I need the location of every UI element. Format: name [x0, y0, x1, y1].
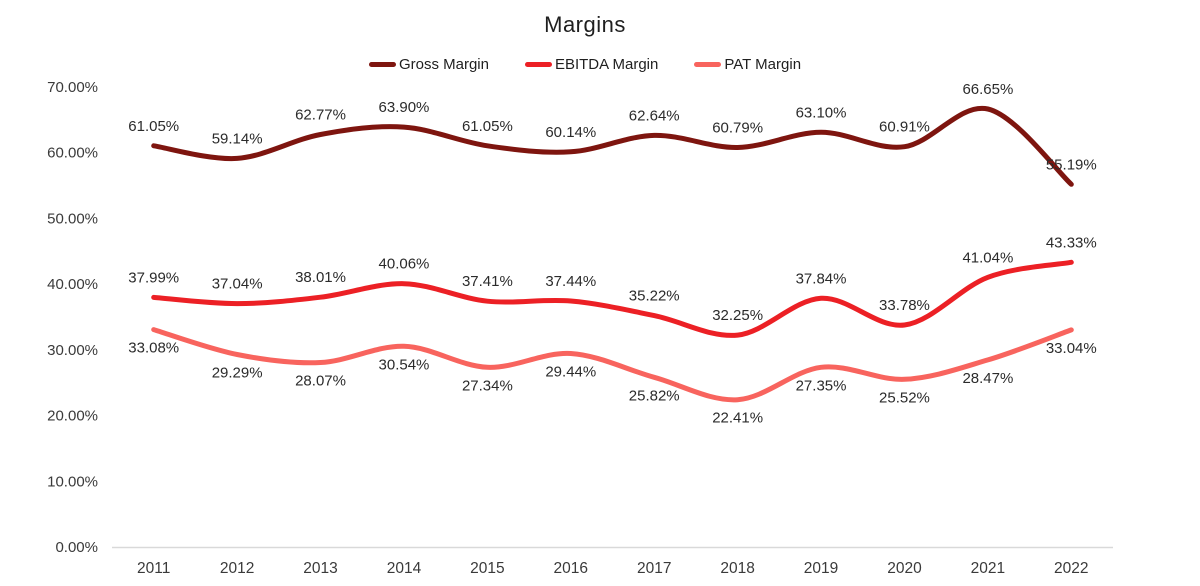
data-label-ebitda-margin: 32.25% — [712, 307, 763, 324]
data-label-gross-margin: 62.77% — [295, 107, 346, 124]
data-label-pat-margin: 30.54% — [379, 356, 430, 373]
x-axis-category-label: 2015 — [470, 560, 504, 577]
data-label-ebitda-margin: 37.99% — [128, 269, 179, 286]
legend-swatch-ebitda-margin — [524, 62, 552, 67]
legend-swatch-gross-margin — [368, 62, 396, 67]
x-axis-category-label: 2018 — [720, 560, 754, 577]
data-label-gross-margin: 55.19% — [1046, 156, 1097, 173]
data-label-pat-margin: 29.29% — [212, 365, 263, 382]
data-label-ebitda-margin: 43.33% — [1046, 234, 1097, 251]
y-axis-tick-label: 10.00% — [47, 473, 98, 490]
data-label-pat-margin: 27.34% — [462, 377, 513, 394]
y-axis-tick-label: 70.00% — [47, 79, 98, 96]
data-label-gross-margin: 61.05% — [462, 118, 513, 135]
data-label-pat-margin: 29.44% — [545, 364, 596, 381]
data-label-pat-margin: 27.35% — [796, 377, 847, 394]
legend-item-ebitda-margin[interactable]: EBITDA Margin — [524, 56, 659, 73]
x-axis-category-label: 2019 — [804, 560, 838, 577]
series-line-pat-margin — [151, 327, 1074, 403]
data-label-gross-margin: 62.64% — [629, 107, 680, 124]
legend-label-ebitda-margin: EBITDA Margin — [554, 56, 659, 73]
data-label-ebitda-margin: 37.44% — [545, 273, 596, 290]
x-axis-category-label: 2014 — [387, 560, 422, 577]
data-label-ebitda-margin: 35.22% — [629, 288, 680, 305]
data-label-gross-margin: 63.10% — [796, 104, 847, 121]
y-axis-tick-label: 0.00% — [55, 539, 98, 556]
y-axis-tick-label: 30.00% — [47, 342, 98, 359]
legend-label-gross-margin: Gross Margin — [398, 56, 489, 73]
data-label-ebitda-margin: 33.78% — [879, 297, 930, 314]
data-label-pat-margin: 28.07% — [295, 373, 346, 390]
data-label-ebitda-margin: 41.04% — [962, 249, 1013, 266]
data-label-pat-margin: 25.82% — [629, 387, 680, 404]
data-label-gross-margin: 59.14% — [212, 130, 263, 147]
data-label-pat-margin: 33.04% — [1046, 340, 1097, 357]
data-label-ebitda-margin: 37.84% — [796, 270, 847, 287]
data-label-gross-margin: 60.79% — [712, 120, 763, 137]
x-axis-category-label: 2016 — [554, 560, 588, 577]
data-label-gross-margin: 60.91% — [879, 119, 930, 136]
data-label-pat-margin: 33.08% — [128, 340, 179, 357]
data-label-ebitda-margin: 37.41% — [462, 273, 513, 290]
data-label-gross-margin: 63.90% — [379, 99, 430, 116]
x-axis-category-label: 2013 — [303, 560, 337, 577]
y-axis-tick-label: 60.00% — [47, 145, 98, 162]
data-label-gross-margin: 66.65% — [962, 81, 1013, 98]
data-label-ebitda-margin: 38.01% — [295, 269, 346, 286]
data-label-gross-margin: 61.05% — [128, 118, 179, 135]
y-axis-tick-label: 50.00% — [47, 210, 98, 227]
data-label-pat-margin: 25.52% — [879, 389, 930, 406]
series-line-gross-margin — [151, 105, 1074, 187]
x-axis-category-label: 2022 — [1054, 560, 1088, 577]
x-axis-category-label: 2012 — [220, 560, 254, 577]
chart-title: Margins — [544, 12, 626, 37]
data-label-pat-margin: 28.47% — [962, 370, 1013, 387]
legend: Gross Margin EBITDA Margin PAT Margin — [0, 56, 1170, 73]
data-label-ebitda-margin: 40.06% — [379, 256, 430, 273]
legend-item-pat-margin[interactable]: PAT Margin — [694, 56, 801, 73]
x-axis-category-label: 2021 — [971, 560, 1005, 577]
x-axis-category-label: 2017 — [637, 560, 671, 577]
y-axis-tick-label: 40.00% — [47, 276, 98, 293]
x-axis-category-label: 2011 — [137, 560, 170, 577]
data-label-gross-margin: 60.14% — [545, 124, 596, 141]
legend-label-pat-margin: PAT Margin — [724, 56, 802, 73]
series-line-ebitda-margin — [151, 259, 1074, 338]
legend-swatch-pat-margin — [694, 62, 722, 67]
data-label-ebitda-margin: 37.04% — [212, 276, 263, 293]
x-axis-category-label: 2020 — [887, 560, 922, 577]
data-label-pat-margin: 22.41% — [712, 410, 763, 427]
y-axis-tick-label: 20.00% — [47, 408, 98, 425]
legend-item-gross-margin[interactable]: Gross Margin — [368, 56, 489, 73]
